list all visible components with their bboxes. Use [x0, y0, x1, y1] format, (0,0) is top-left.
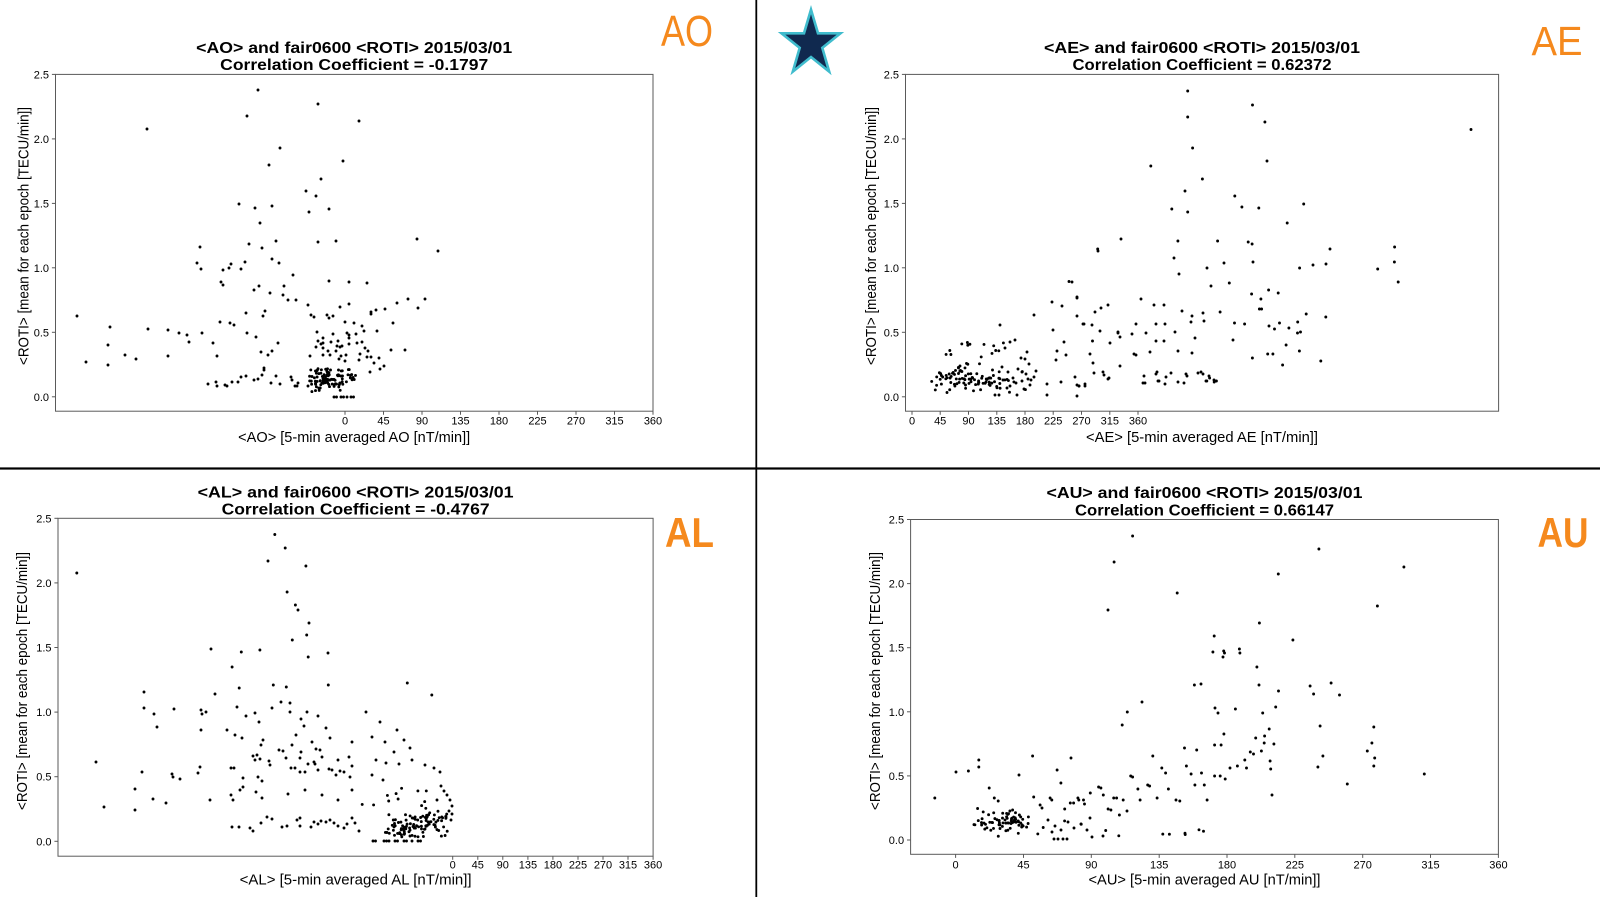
svg-text:Correlation Coefficient = 0.66: Correlation Coefficient = 0.66147: [1075, 502, 1334, 519]
svg-text:0.5: 0.5: [889, 771, 904, 783]
svg-text:2.0: 2.0: [889, 579, 904, 591]
svg-text:0.5: 0.5: [884, 327, 899, 339]
svg-text:1.5: 1.5: [34, 198, 49, 210]
svg-text:225: 225: [1286, 860, 1304, 872]
svg-text:0.5: 0.5: [34, 327, 49, 339]
svg-text:1.5: 1.5: [884, 198, 899, 210]
svg-text:2.0: 2.0: [36, 578, 51, 590]
svg-text:0.0: 0.0: [889, 835, 904, 847]
svg-text:360: 360: [1489, 860, 1507, 872]
svg-text:180: 180: [1218, 860, 1236, 872]
svg-text:2.5: 2.5: [36, 513, 51, 525]
svg-text:225: 225: [528, 416, 546, 428]
svg-text:Correlation Coefficient = -0.4: Correlation Coefficient = -0.4767: [222, 502, 490, 519]
svg-text:AU: AU: [1538, 509, 1589, 556]
svg-text:45: 45: [377, 416, 389, 428]
svg-text:0.0: 0.0: [36, 836, 51, 848]
svg-text:225: 225: [569, 860, 587, 872]
svg-text:45: 45: [472, 860, 484, 872]
svg-text:180: 180: [490, 416, 508, 428]
svg-text:270: 270: [1072, 416, 1090, 428]
svg-text:AO: AO: [661, 7, 713, 56]
svg-text:1.0: 1.0: [889, 707, 904, 719]
svg-text:<AL> and fair0600 <ROTI> 2015/: <AL> and fair0600 <ROTI> 2015/03/01: [198, 484, 514, 501]
svg-text:180: 180: [1016, 416, 1034, 428]
svg-text:90: 90: [497, 860, 509, 872]
svg-text:135: 135: [1150, 860, 1168, 872]
svg-text:0.0: 0.0: [34, 392, 49, 404]
svg-text:<AU> and fair0600 <ROTI> 2015/: <AU> and fair0600 <ROTI> 2015/03/01: [1047, 485, 1363, 502]
svg-text:90: 90: [416, 416, 428, 428]
svg-text:AL: AL: [665, 509, 714, 556]
svg-text:315: 315: [1421, 860, 1439, 872]
svg-text:1.0: 1.0: [34, 263, 49, 275]
svg-text:315: 315: [619, 860, 637, 872]
svg-text:2.5: 2.5: [34, 69, 49, 81]
svg-text:<AO> [5-min averaged AO [nT/mi: <AO> [5-min averaged AO [nT/min]]: [238, 430, 470, 446]
svg-text:<AO> and fair0600 <ROTI> 2015/: <AO> and fair0600 <ROTI> 2015/03/01: [196, 40, 512, 57]
svg-text:<AE> [5-min averaged AE [nT/mi: <AE> [5-min averaged AE [nT/min]]: [1086, 430, 1318, 446]
svg-text:0.5: 0.5: [36, 772, 51, 784]
svg-text:0.0: 0.0: [884, 392, 899, 404]
svg-text:2.0: 2.0: [34, 134, 49, 146]
svg-text:0: 0: [342, 416, 348, 428]
svg-text:90: 90: [962, 416, 974, 428]
svg-text:180: 180: [544, 860, 562, 872]
svg-text:1.5: 1.5: [889, 643, 904, 655]
svg-text:2.5: 2.5: [884, 69, 899, 81]
svg-text:<AU> [5-min averaged AU [nT/mi: <AU> [5-min averaged AU [nT/min]]: [1089, 873, 1321, 889]
svg-text:90: 90: [1085, 860, 1097, 872]
svg-text:<AE> and fair0600 <ROTI> 2015/: <AE> and fair0600 <ROTI> 2015/03/01: [1044, 40, 1360, 57]
svg-text:<ROTI> [mean for each epoch [T: <ROTI> [mean for each epoch [TECU/min]]: [868, 552, 884, 810]
svg-text:135: 135: [988, 416, 1006, 428]
svg-text:2.5: 2.5: [889, 515, 904, 527]
svg-text:1.5: 1.5: [36, 643, 51, 655]
svg-text:AE: AE: [1532, 18, 1583, 64]
svg-text:45: 45: [1017, 860, 1029, 872]
svg-text:0: 0: [953, 860, 959, 872]
svg-text:<ROTI> [mean for each epoch [T: <ROTI> [mean for each epoch [TECU/min]]: [864, 107, 880, 365]
svg-text:0: 0: [909, 416, 915, 428]
svg-text:225: 225: [1044, 416, 1062, 428]
svg-text:270: 270: [1354, 860, 1372, 872]
svg-text:<ROTI> [mean for each epoch [T: <ROTI> [mean for each epoch [TECU/min]]: [17, 107, 33, 365]
svg-text:315: 315: [1101, 416, 1119, 428]
svg-text:360: 360: [644, 860, 662, 872]
svg-text:135: 135: [451, 416, 469, 428]
svg-text:360: 360: [644, 416, 662, 428]
svg-text:45: 45: [934, 416, 946, 428]
svg-text:0: 0: [450, 860, 456, 872]
svg-text:1.0: 1.0: [884, 263, 899, 275]
svg-text:360: 360: [1129, 416, 1147, 428]
svg-text:<ROTI> [mean for each epoch [T: <ROTI> [mean for each epoch [TECU/min]]: [15, 552, 31, 810]
svg-text:315: 315: [605, 416, 623, 428]
svg-text:1.0: 1.0: [36, 707, 51, 719]
svg-text:270: 270: [567, 416, 585, 428]
svg-text:135: 135: [519, 860, 537, 872]
svg-text:270: 270: [594, 860, 612, 872]
svg-text:<AL> [5-min averaged AL [nT/mi: <AL> [5-min averaged AL [nT/min]]: [240, 873, 472, 889]
svg-text:Correlation Coefficient = 0.62: Correlation Coefficient = 0.62372: [1073, 57, 1332, 74]
svg-text:Correlation Coefficient = -0.1: Correlation Coefficient = -0.1797: [220, 57, 488, 74]
svg-text:2.0: 2.0: [884, 134, 899, 146]
